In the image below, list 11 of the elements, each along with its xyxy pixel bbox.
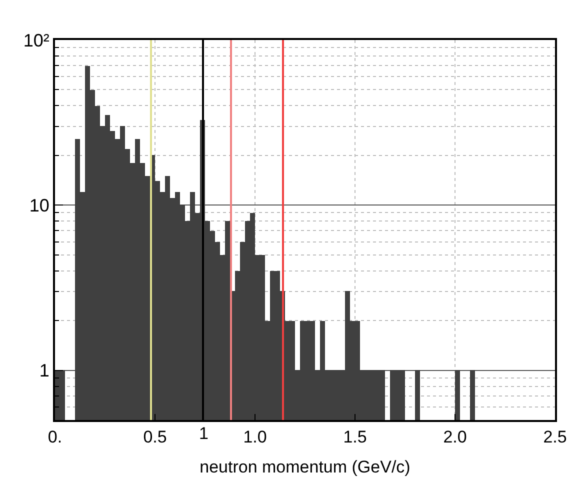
x-tick-label: 0.5 bbox=[143, 427, 167, 446]
x-tick-label: 1.0 bbox=[243, 427, 267, 446]
x-tick-label: 2.5 bbox=[543, 427, 567, 446]
ref-line-label: 1 bbox=[199, 424, 208, 443]
y-tick-label: 10 bbox=[29, 195, 50, 216]
x-tick-label: 2.0 bbox=[443, 427, 467, 446]
y-tick-label: 1 bbox=[39, 360, 50, 381]
x-tick-label: 0. bbox=[48, 427, 62, 446]
x-axis-title: neutron momentum (GeV/c) bbox=[200, 457, 410, 476]
x-tick-label: 1.5 bbox=[343, 427, 367, 446]
y-tick-label: 10² bbox=[23, 30, 50, 50]
